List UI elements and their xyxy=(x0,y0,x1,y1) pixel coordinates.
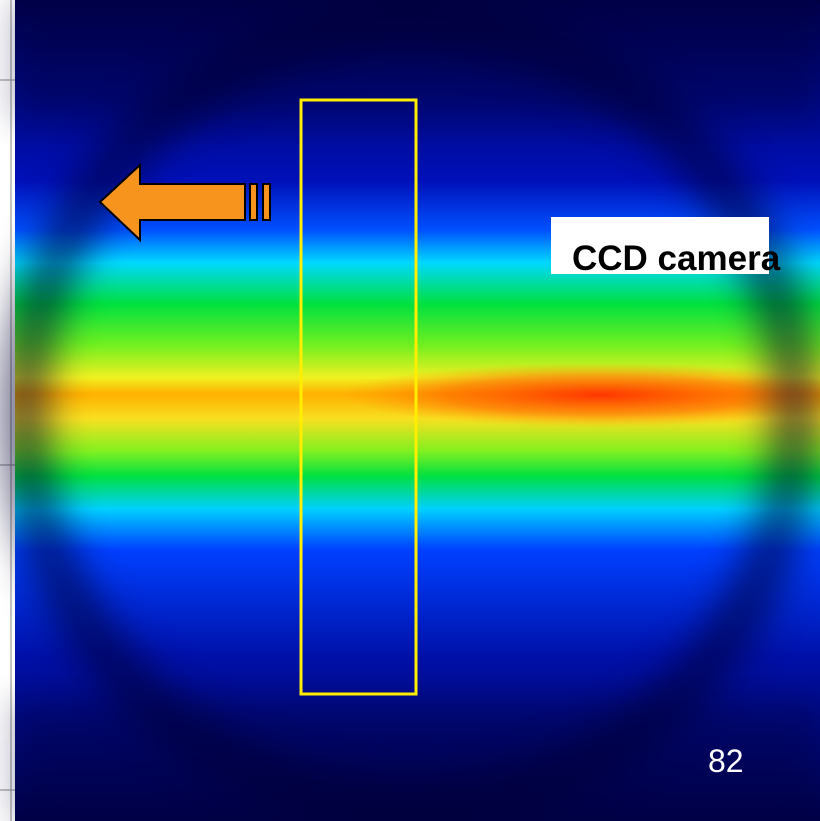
arrow-stripe xyxy=(249,183,258,221)
page-number: 82 xyxy=(708,743,744,779)
camera-label: CCD camera xyxy=(572,239,781,278)
beam-hotspot xyxy=(340,363,820,427)
label-box xyxy=(551,217,769,274)
shade xyxy=(15,700,820,821)
arrow-body xyxy=(98,162,246,243)
selection-box xyxy=(299,98,418,696)
arrow-stripe xyxy=(262,183,271,221)
direction-arrow xyxy=(98,162,271,243)
